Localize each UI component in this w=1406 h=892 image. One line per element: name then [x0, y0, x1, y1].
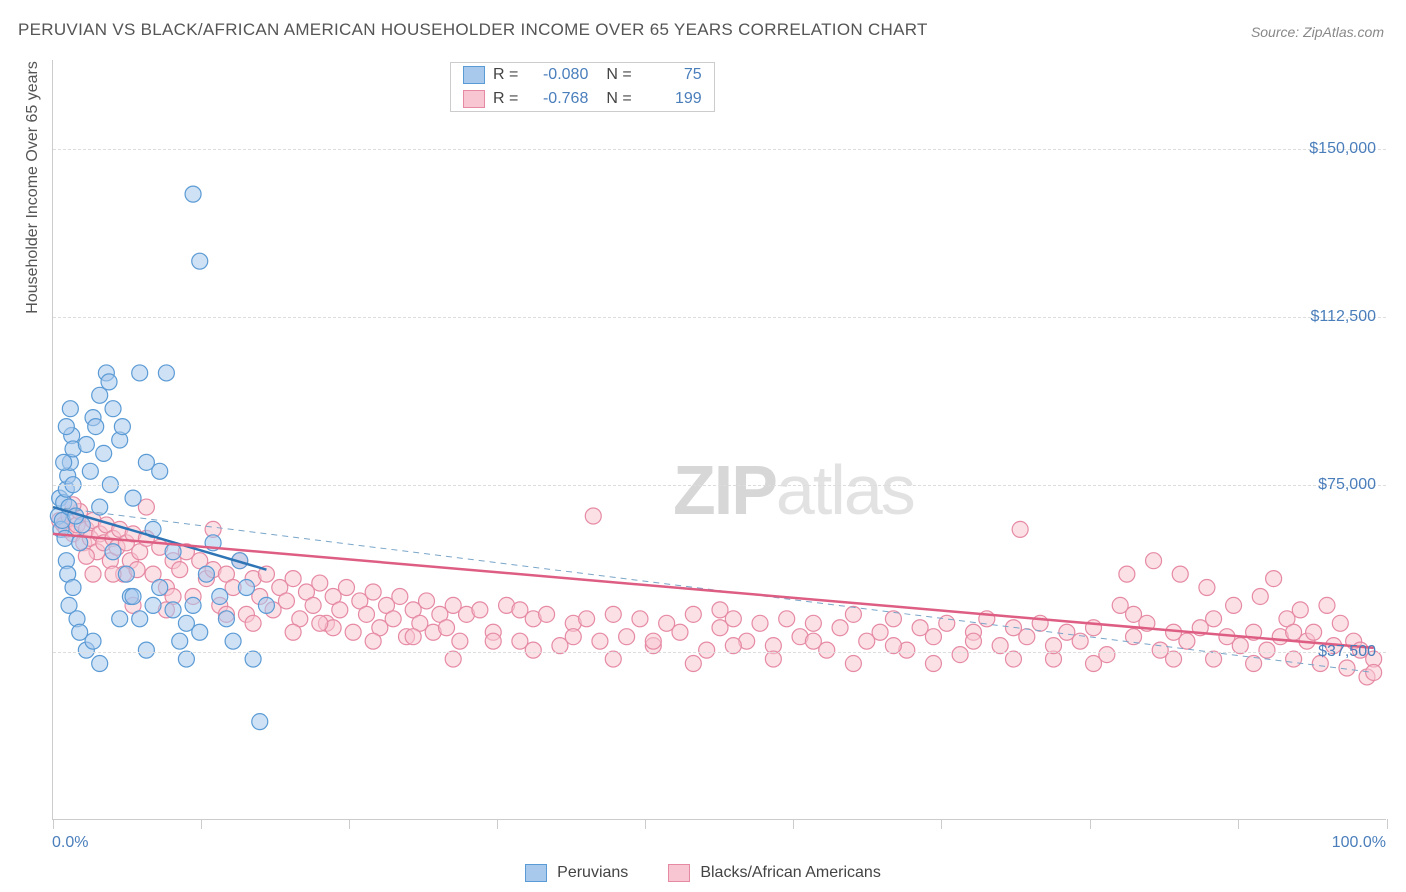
corr-r-label: R = [493, 90, 518, 108]
legend-label: Peruvians [557, 864, 628, 882]
legend-item-0: Peruvians [525, 864, 628, 882]
corr-r-value: -0.768 [530, 90, 588, 108]
x-axis-first-label: 0.0% [52, 834, 88, 852]
corr-row-0: R = -0.080 N = 75 [451, 63, 714, 87]
chart-plot-area: ZIPatlas $37,500$75,000$112,500$150,000 [52, 60, 1386, 820]
correlation-box: R = -0.080 N = 75 R = -0.768 N = 199 [450, 62, 715, 112]
x-axis-last-label: 100.0% [1332, 834, 1386, 852]
legend-item-1: Blacks/African Americans [668, 864, 881, 882]
corr-n-label: N = [606, 90, 631, 108]
corr-r-label: R = [493, 66, 518, 84]
source-attribution: Source: ZipAtlas.com [1251, 24, 1384, 40]
swatch-icon [525, 864, 547, 882]
swatch-icon [668, 864, 690, 882]
chart-svg [53, 60, 1386, 819]
y-tick-label: $112,500 [1310, 308, 1376, 326]
y-tick-label: $75,000 [1318, 476, 1376, 494]
corr-n-value: 75 [644, 66, 702, 84]
swatch-icon [463, 66, 485, 84]
y-axis-title: Householder Income Over 65 years [24, 61, 42, 314]
corr-n-value: 199 [644, 90, 702, 108]
corr-row-1: R = -0.768 N = 199 [451, 87, 714, 111]
bottom-legend: Peruvians Blacks/African Americans [0, 864, 1406, 882]
y-tick-label: $150,000 [1309, 140, 1376, 158]
corr-r-value: -0.080 [530, 66, 588, 84]
chart-title: PERUVIAN VS BLACK/AFRICAN AMERICAN HOUSE… [18, 20, 928, 40]
legend-label: Blacks/African Americans [700, 864, 881, 882]
swatch-icon [463, 90, 485, 108]
y-tick-label: $37,500 [1318, 643, 1376, 661]
corr-n-label: N = [606, 66, 631, 84]
